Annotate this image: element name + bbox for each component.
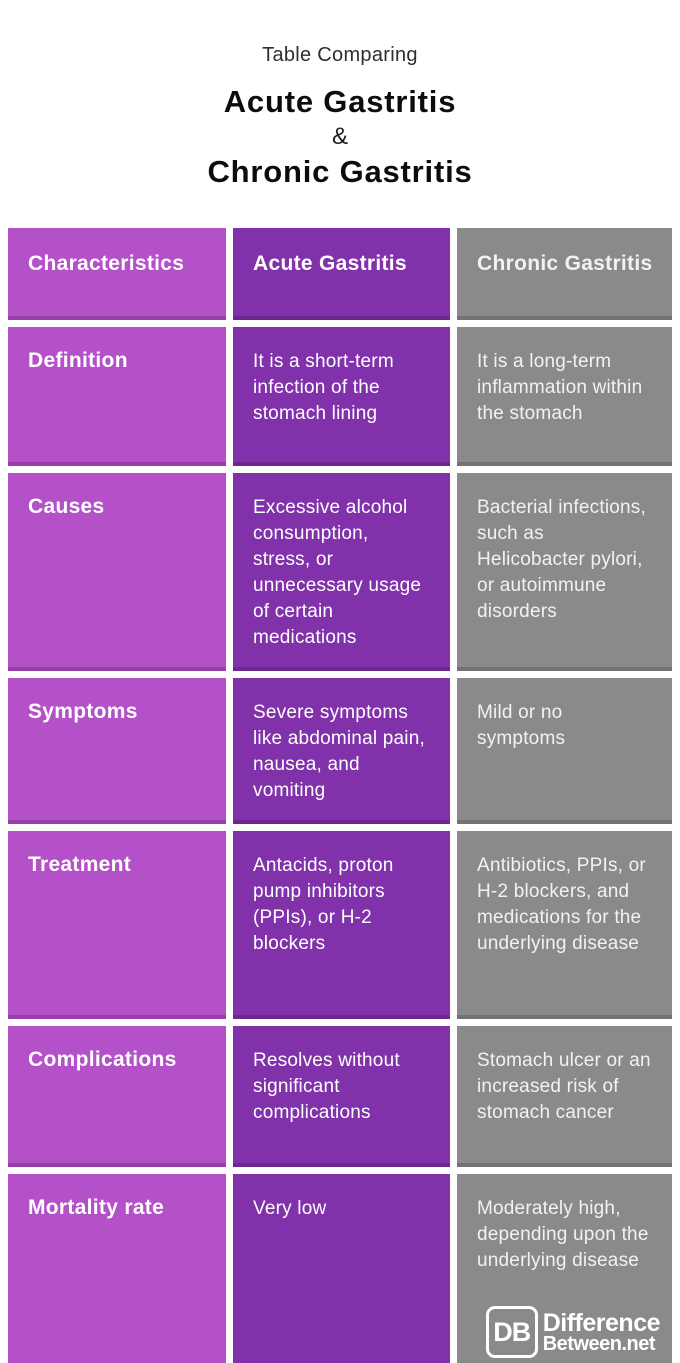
table-cell-complications-chronic: Stomach ulcer or an increased risk of st…: [457, 1026, 672, 1167]
logo-line1: Difference: [542, 1308, 661, 1337]
table-cell-treatment-acute: Antacids, proton pump inhibitors (PPIs),…: [233, 831, 450, 1019]
page-title-acute: Acute Gastritis: [223, 84, 457, 119]
column-header-acute-gastritis: Acute Gastritis: [233, 228, 450, 320]
table-row-treatment-label: Treatment: [8, 831, 226, 1019]
logo-line2: Between.net: [542, 1332, 656, 1355]
cell-text: Severe symptoms like abdominal pain, nau…: [253, 702, 425, 801]
eyebrow-text: Table Comparing: [262, 44, 418, 66]
row-label: Treatment: [28, 853, 132, 876]
differencebetween-logo: DB Difference Between.net: [485, 1306, 661, 1358]
cell-text: Antacids, proton pump inhibitors (PPIs),…: [253, 855, 394, 954]
table-cell-mortality-rate-acute: Very low: [233, 1174, 450, 1363]
column-header-characteristics: Characteristics: [8, 228, 226, 320]
table-cell-symptoms-acute: Severe symptoms like abdominal pain, nau…: [233, 678, 450, 824]
table-cell-symptoms-chronic: Mild or no symptoms: [457, 678, 672, 824]
db-logo-icon: DB: [485, 1306, 538, 1358]
row-label: Definition: [28, 349, 128, 372]
row-label: Complications: [28, 1048, 177, 1071]
cell-text: Excessive alcohol consumption, stress, o…: [253, 497, 422, 648]
cell-text: Bacterial infections, such as Helicobact…: [477, 497, 646, 622]
title-block: Table Comparing Acute Gastritis & Chroni…: [0, 0, 680, 192]
cell-text: It is a short-term infection of the stom…: [253, 351, 394, 424]
table-row-mortality-rate-label: Mortality rate: [8, 1174, 226, 1363]
table-cell-causes-acute: Excessive alcohol consumption, stress, o…: [233, 473, 450, 671]
cell-text: It is a long-term inflammation within th…: [477, 351, 643, 424]
table-cell-complications-acute: Resolves without significant complicatio…: [233, 1026, 450, 1167]
table-cell-definition-chronic: It is a long-term inflammation within th…: [457, 327, 672, 466]
cell-text: Moderately high, depending upon the unde…: [477, 1198, 649, 1271]
cell-text: Very low: [253, 1198, 327, 1219]
table-cell-causes-chronic: Bacterial infections, such as Helicobact…: [457, 473, 672, 671]
table-cell-treatment-chronic: Antibiotics, PPIs, or H-2 blockers, and …: [457, 831, 672, 1019]
cell-text: Stomach ulcer or an increased risk of st…: [477, 1050, 651, 1123]
column-header-chronic-gastritis: Chronic Gastritis: [457, 228, 672, 320]
table-row-complications-label: Complications: [8, 1026, 226, 1167]
ampersand-text: &: [331, 123, 348, 150]
cell-text: Resolves without significant complicatio…: [253, 1050, 400, 1123]
table-row-symptoms-label: Symptoms: [8, 678, 226, 824]
table-row-causes-label: Causes: [8, 473, 226, 671]
table-cell-definition-acute: It is a short-term infection of the stom…: [233, 327, 450, 466]
comparison-table: Characteristics Acute Gastritis Chronic …: [8, 228, 672, 1363]
cell-text: Antibiotics, PPIs, or H-2 blockers, and …: [477, 855, 646, 954]
logo-text: Difference Between.net: [542, 1308, 661, 1355]
row-label: Mortality rate: [28, 1196, 165, 1219]
row-label: Symptoms: [28, 700, 138, 723]
page-title-chronic: Chronic Gastritis: [207, 154, 473, 189]
table-row-definition-label: Definition: [8, 327, 226, 466]
row-label: Causes: [28, 495, 105, 518]
table-cell-mortality-rate-chronic: Moderately high, depending upon the unde…: [457, 1174, 672, 1363]
cell-text: Mild or no symptoms: [477, 702, 566, 749]
